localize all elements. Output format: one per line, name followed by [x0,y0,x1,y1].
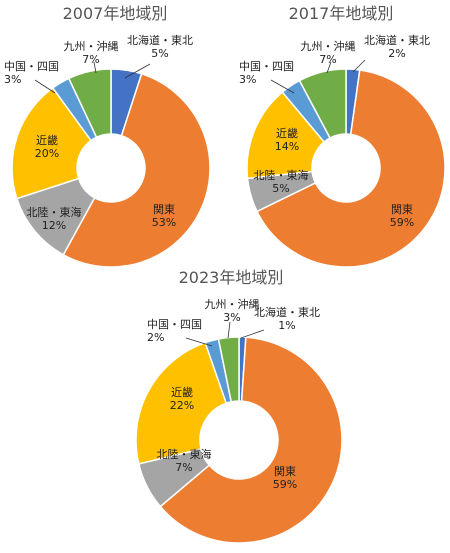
chart-2-leader-line-5 [227,321,231,339]
chart-0-label-2: 北陸・東海 [27,205,82,219]
chart-2-label-4: 中国・四国 [147,318,202,331]
chart-1-value-5: 7% [319,53,336,66]
chart-0-leader-line-5 [93,61,97,74]
chart-0-value-1: 53% [152,216,176,229]
chart-2-value-1: 59% [273,478,297,491]
chart-0-label-5: 九州・沖縄 [64,39,119,53]
chart-0-slice-3 [11,86,93,200]
chart-1-label-3: 近畿 [276,126,298,140]
chart-0-leader-line-4 [34,79,56,94]
chart-0-slice-1 [62,72,211,268]
chart-2-label-3: 近畿 [171,385,193,399]
chart-2-value-3: 22% [170,399,194,412]
chart-2-leader-line-0 [240,329,265,339]
chart-2-label-0: 北海道・東北 [254,305,320,319]
chart-1-leader-line-5 [326,61,332,74]
chart-0-label-1: 関東 [153,203,175,216]
chart-1-label-4: 中国・四国 [239,60,294,73]
chart-0-slice-5 [67,68,112,139]
chart-1-label-5: 九州・沖縄 [301,39,356,53]
chart-2-value-5: 3% [223,311,240,324]
chart-1-leader-line-0 [352,59,366,73]
chart-0-label-4: 中国・四国 [4,60,59,73]
chart-2-slice-1 [159,336,343,544]
chart-2-label-2: 北陸・東海 [157,447,212,461]
chart-0-value-5: 7% [82,53,99,66]
chart-0-label-0: 北海道・東北 [127,33,193,47]
chart-2-value-2: 7% [175,461,192,474]
chart-2-value-4: 2% [147,331,164,344]
chart-2-slice-5 [217,336,240,403]
chart-1-slice-3 [246,91,326,180]
chart-1-value-4: 3% [239,73,256,86]
chart-1-value-2: 5% [272,182,289,195]
chart-title-2017: 2017年地域別 [289,4,394,23]
chart-0-value-3: 20% [35,147,59,160]
chart-1-label-0: 北海道・東北 [364,33,430,47]
chart-2-value-0: 1% [278,319,295,332]
chart-title-2023: 2023年地域別 [179,268,284,287]
chart-1-slice-5 [298,68,347,139]
chart-1-label-2: 北陸・東海 [254,168,309,182]
chart-0-value-0: 5% [151,47,168,60]
chart-2-slice-3 [135,341,228,465]
chart-0-label-3: 近畿 [36,133,58,147]
chart-1-value-1: 59% [390,216,414,229]
chart-2-label-1: 関東 [274,465,296,478]
chart-0-leader-line-0 [124,63,151,79]
chart-1-label-1: 関東 [391,203,413,216]
chart-1-value-0: 2% [388,47,405,60]
chart-2-label-5: 九州・沖縄 [205,297,260,311]
chart-2-leader-line-4 [185,337,213,347]
chart-1-leader-line-4 [270,79,295,94]
chart-1-value-3: 14% [275,140,299,153]
chart-title-2007: 2007年地域別 [63,4,168,23]
chart-1-slice-1 [256,69,446,268]
chart-0-value-2: 12% [42,219,66,232]
chart-0-value-4: 3% [4,73,21,86]
